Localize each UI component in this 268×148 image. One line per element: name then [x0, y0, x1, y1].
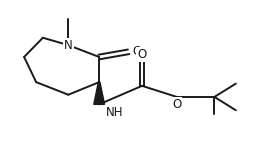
Text: O: O — [137, 48, 147, 61]
Text: O: O — [133, 45, 142, 58]
Text: NH: NH — [106, 106, 123, 119]
Text: O: O — [172, 98, 181, 111]
Text: N: N — [64, 39, 73, 52]
Polygon shape — [94, 82, 105, 104]
